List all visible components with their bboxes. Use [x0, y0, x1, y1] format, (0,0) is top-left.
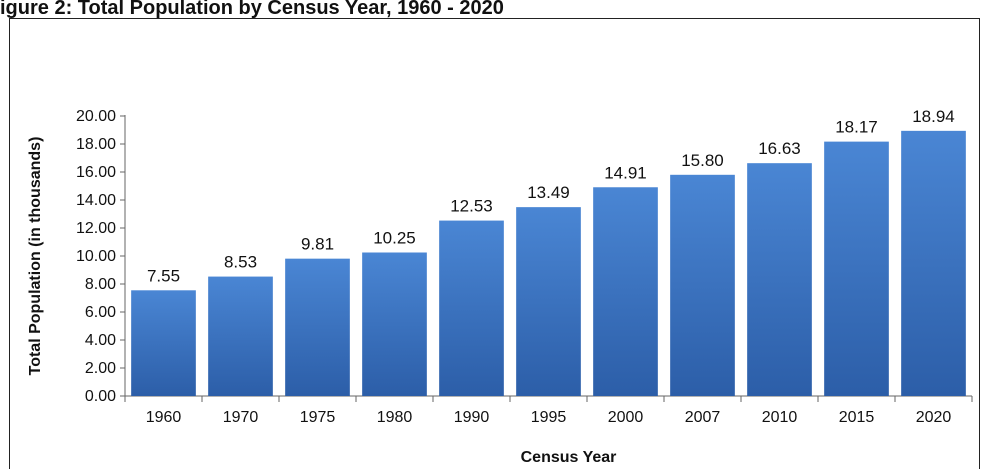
data-label-1995: 13.49 [527, 183, 570, 202]
x-tick-label-2015: 2015 [839, 409, 875, 426]
x-tick-label-2007: 2007 [685, 409, 721, 426]
x-tick-label-1995: 1995 [531, 409, 567, 426]
bar-1960 [131, 290, 196, 396]
x-tick-label-2010: 2010 [762, 409, 798, 426]
data-label-1960: 7.55 [147, 266, 180, 285]
y-tick-label: 18.00 [76, 136, 116, 153]
x-tick-label-1975: 1975 [300, 409, 336, 426]
bar-2007 [670, 174, 735, 396]
chart-title: igure 2: Total Population by Census Year… [0, 0, 504, 19]
y-tick-label: 16.00 [76, 164, 116, 181]
data-label-1970: 8.53 [224, 253, 257, 272]
x-tick-label-2000: 2000 [608, 409, 644, 426]
bar-1990 [439, 220, 504, 396]
x-tick-label-1980: 1980 [377, 409, 413, 426]
x-axis-title: Census Year [521, 449, 617, 466]
axes-group: 0.00 2.00 4.00 6.00 8.00 10.00 12.00 14.00 16.00… [76, 108, 973, 426]
y-tick-label: 0.00 [85, 388, 116, 405]
data-label-1980: 10.25 [373, 229, 416, 248]
bar-2010 [747, 163, 812, 396]
data-label-2015: 18.17 [835, 118, 878, 137]
data-label-1990: 12.53 [450, 197, 493, 216]
y-tick-label: 12.00 [76, 220, 116, 237]
y-tick-label: 8.00 [85, 276, 116, 293]
y-tick-label: 20.00 [76, 108, 116, 125]
bar-2020 [901, 130, 966, 396]
bar-2015 [824, 141, 889, 396]
y-tick-label: 10.00 [76, 248, 116, 265]
data-label-2010: 16.63 [758, 139, 801, 158]
x-tick-label-2020: 2020 [916, 409, 952, 426]
data-label-2020: 18.94 [912, 107, 955, 126]
bar-1975 [285, 258, 350, 396]
y-tick-label: 14.00 [76, 192, 116, 209]
x-tick-label-1990: 1990 [454, 409, 490, 426]
data-label-1975: 9.81 [301, 235, 334, 254]
x-tick-label-1960: 1960 [146, 409, 182, 426]
y-axis-title: Total Population (in thousands) [27, 137, 44, 376]
bar-1980 [362, 252, 427, 396]
y-tick-label: 4.00 [85, 332, 116, 349]
data-label-2007: 15.80 [681, 151, 724, 170]
bar-2000 [593, 187, 658, 396]
bar-1995 [516, 207, 581, 396]
y-tick-label: 2.00 [85, 360, 116, 377]
y-tick-label: 6.00 [85, 304, 116, 321]
data-label-2000: 14.91 [604, 163, 647, 182]
bar-1970 [208, 276, 273, 396]
bars-group: 7.55 8.53 9.81 10.25 12.53 13.49 14.91 15.80 16.… [131, 107, 966, 396]
x-tick-label-1970: 1970 [223, 409, 259, 426]
